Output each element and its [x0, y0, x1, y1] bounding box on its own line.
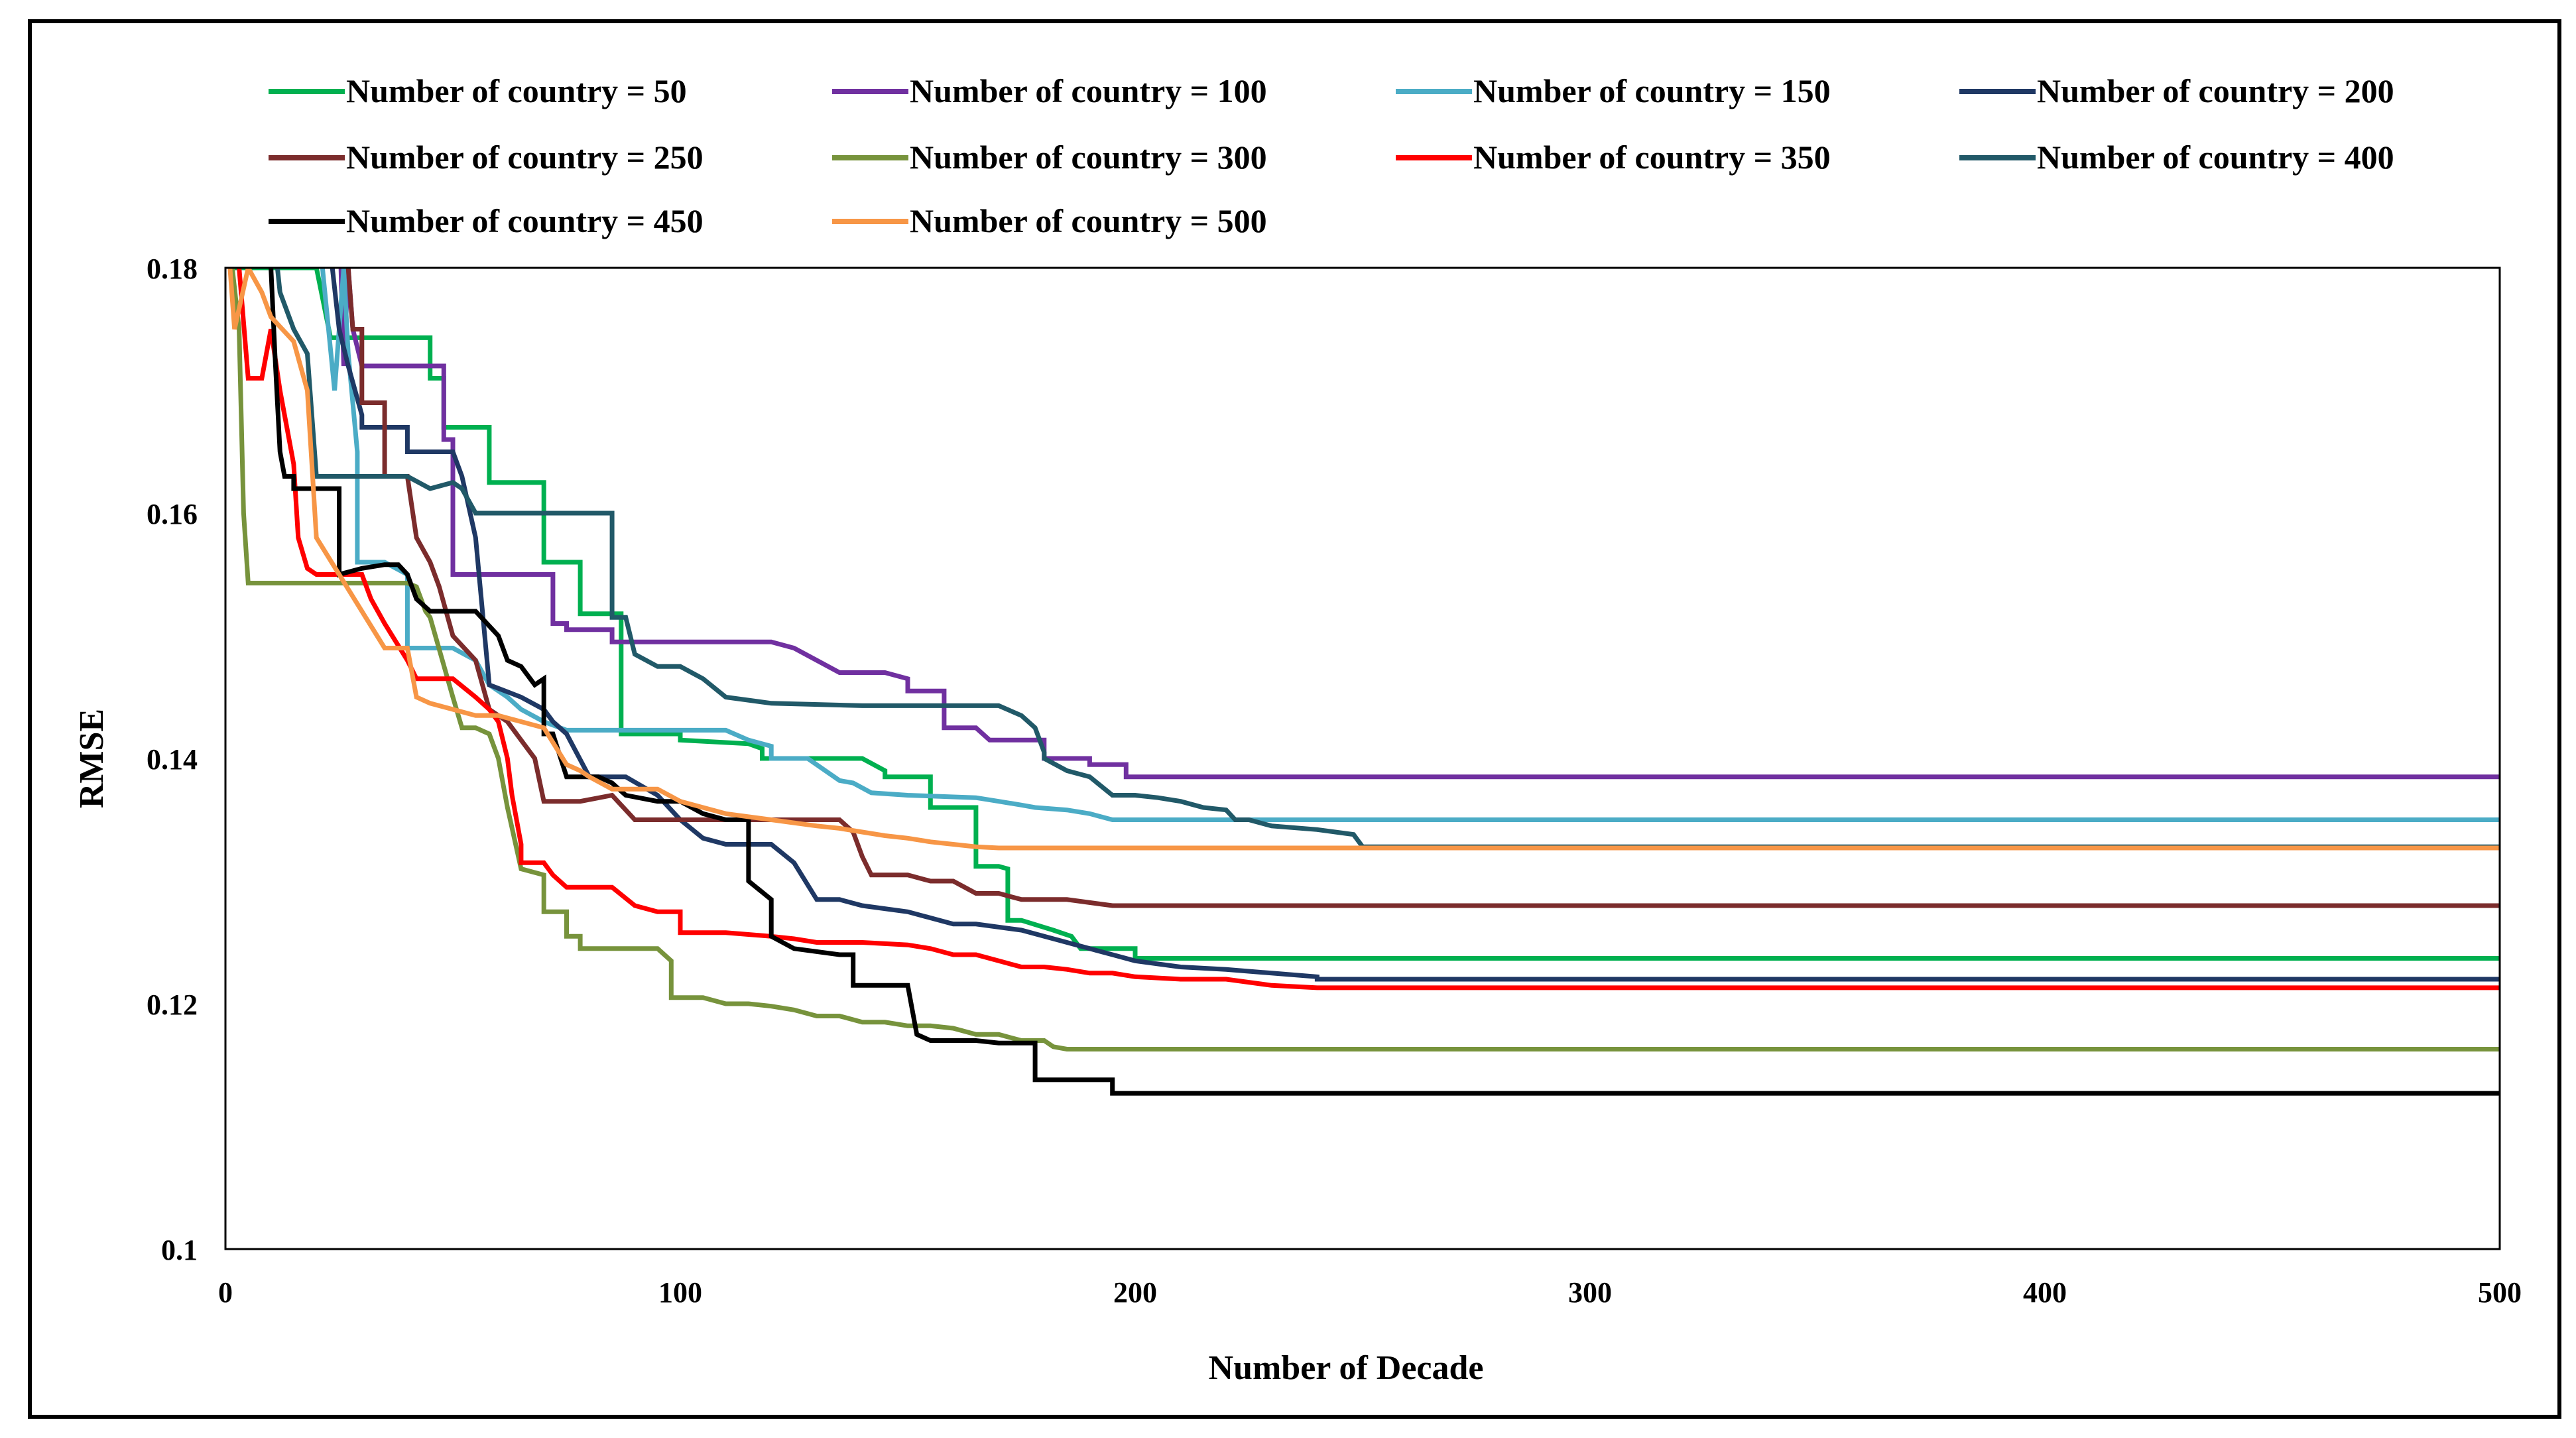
legend: Number of country = 50 Number of country … [269, 72, 2394, 239]
series-line-6 [229, 268, 2500, 1051]
series-line-3 [320, 268, 2500, 822]
chart-outer-border [28, 19, 2561, 1419]
legend-label: Number of country = 200 [2037, 72, 2394, 109]
x-axis-label: Number of Decade [1209, 1349, 1484, 1387]
legend-label: Number of country = 150 [1473, 72, 1831, 109]
x-tick-label: 100 [658, 1276, 702, 1309]
x-tick-label: 200 [1113, 1276, 1157, 1309]
legend-label: Number of country = 500 [910, 202, 1267, 239]
series-lines [227, 268, 2500, 1096]
legend-label: Number of country = 300 [910, 139, 1267, 176]
legend-label: Number of country = 400 [2037, 139, 2394, 176]
legend-label: Number of country = 100 [910, 72, 1267, 109]
series-line-4 [330, 268, 2500, 982]
legend-label: Number of country = 350 [1473, 139, 1831, 176]
series-line-8 [275, 268, 2500, 849]
legend-label: Number of country = 50 [346, 72, 687, 109]
x-tick-label: 400 [2023, 1276, 2067, 1309]
y-tick-label: 0.14 [147, 743, 198, 776]
legend-label: Number of country = 250 [346, 139, 704, 176]
series-line-10 [227, 268, 2500, 851]
y-axis-ticks: 0.1 0.12 0.14 0.16 0.18 [147, 253, 198, 1266]
y-tick-label: 0.1 [161, 1234, 198, 1266]
legend-label: Number of country = 450 [346, 202, 704, 239]
plot-area-border [224, 267, 2501, 1250]
y-tick-label: 0.12 [147, 989, 198, 1021]
x-tick-label: 300 [1568, 1276, 1612, 1309]
x-tick-label: 0 [218, 1276, 233, 1309]
y-axis-label: RMSE [73, 709, 111, 808]
series-line-9 [268, 268, 2500, 1096]
y-tick-label: 0.16 [147, 498, 198, 530]
x-axis-ticks: 0 100 200 300 400 500 [218, 1276, 2522, 1309]
x-tick-label: 500 [2478, 1276, 2522, 1309]
series-line-5 [345, 268, 2500, 908]
series-line-7 [237, 268, 2500, 990]
y-tick-label: 0.18 [147, 253, 198, 285]
